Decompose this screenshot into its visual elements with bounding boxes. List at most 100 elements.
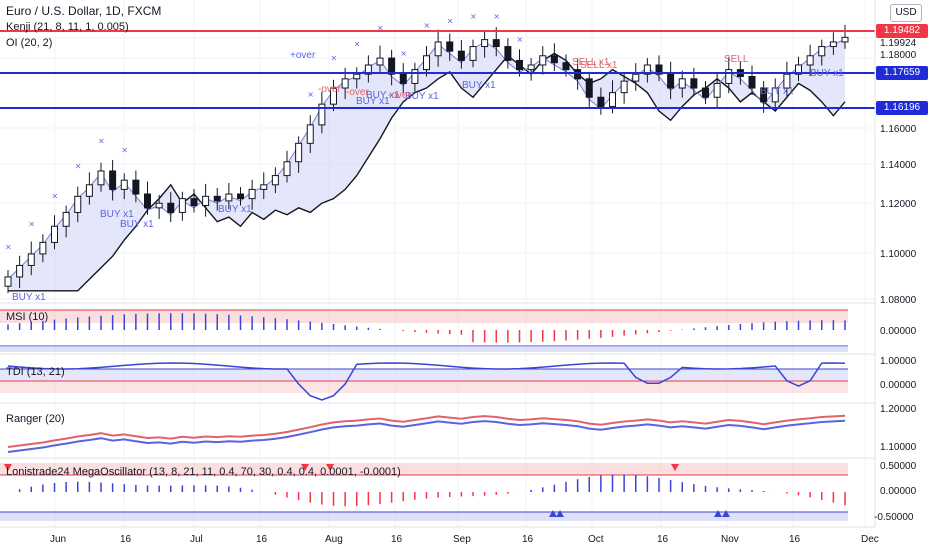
sell-annotation: SELL x1 — [580, 60, 618, 71]
currency-button[interactable]: USD — [890, 4, 922, 22]
candle-body — [62, 211, 70, 227]
msi-legend[interactable]: MSI (10) — [6, 311, 49, 323]
ranger-legend[interactable]: Ranger (20) — [6, 413, 65, 425]
msi-pane[interactable] — [0, 309, 848, 352]
candle-body — [353, 73, 361, 80]
candle-body — [829, 41, 837, 48]
buy-triangle — [714, 510, 722, 517]
buy-annotation: BUY x1 — [810, 68, 844, 79]
candle-body — [364, 64, 372, 75]
price-axis-label: 1.08000 — [880, 295, 917, 306]
candle-body — [632, 73, 640, 82]
msi-histogram — [7, 313, 846, 343]
sell-triangle — [671, 464, 679, 471]
grid-lines — [0, 0, 875, 527]
candle-body — [167, 202, 175, 213]
tdi-legend[interactable]: TDI (13, 21) — [6, 366, 65, 378]
x-marker: × — [354, 40, 361, 49]
sell-annotation: SELL — [724, 54, 749, 65]
tdi-upper-zone — [0, 369, 848, 381]
time-axis-label: 16 — [789, 534, 801, 545]
buy-annotation: +over — [290, 50, 316, 61]
mega-axis-label: -0.50000 — [874, 512, 914, 523]
candle-body — [283, 161, 291, 177]
candle-body — [178, 198, 186, 213]
time-axis-label: Nov — [721, 534, 739, 545]
candle-body — [74, 195, 82, 213]
price-tag-support-upper: 1.17659 — [876, 66, 928, 80]
tdi-axis-label: 1.00000 — [880, 356, 917, 367]
price-tag-support-lower: 1.16196 — [876, 101, 928, 115]
x-marker: × — [447, 17, 454, 26]
candle-body — [469, 46, 477, 61]
time-axis-label: Oct — [588, 534, 604, 545]
price-tag-resistance: 1.19482 — [876, 24, 928, 38]
sell-triangle — [4, 464, 12, 471]
mega-oscillator-pane[interactable] — [0, 463, 848, 521]
candle-body — [434, 41, 442, 57]
time-axis-label: 16 — [657, 534, 669, 545]
price-axis-label: 1.16000 — [880, 124, 917, 135]
mega-oscillator-legend[interactable]: Lonistrade24 MegaOscillator (13, 8, 21, … — [6, 466, 401, 478]
buy-annotation: BUY x1 — [120, 219, 154, 230]
candle-body — [120, 179, 128, 190]
tdi-line — [7, 362, 846, 401]
candle-body — [748, 76, 756, 89]
candle-body — [655, 64, 663, 75]
buy-annotation: -over — [318, 84, 341, 95]
candle-body — [213, 195, 221, 202]
candle-body — [97, 170, 105, 186]
mega-upper-zone — [0, 463, 848, 475]
candle-body — [783, 73, 791, 89]
candle-body — [806, 55, 814, 66]
ranger-lower-line — [7, 419, 846, 453]
buy-triangle — [722, 510, 730, 517]
candle-body — [643, 64, 651, 75]
candle-body — [4, 276, 12, 287]
x-marker: × — [470, 12, 477, 21]
ranger-pane[interactable] — [7, 414, 846, 453]
candle-body — [678, 78, 686, 89]
candle-body — [574, 69, 582, 80]
x-marker: × — [5, 242, 12, 251]
x-marker: × — [331, 53, 338, 62]
candle-body — [271, 175, 279, 186]
buy-triangle — [549, 510, 557, 517]
candle-body — [39, 241, 47, 255]
time-axis-label: Jun — [50, 534, 67, 545]
candle-body — [16, 264, 24, 278]
candle-body — [457, 50, 465, 61]
oi-legend[interactable]: OI (20, 2) — [6, 37, 53, 49]
candle-body — [550, 55, 558, 64]
candle-body — [423, 55, 430, 71]
price-axis-label: 1.18000 — [880, 50, 917, 61]
candle-body — [841, 36, 849, 43]
buy-annotation: BUY x1 — [462, 80, 496, 91]
candle-body — [295, 142, 303, 163]
buy-annotation: BUY x1 — [760, 86, 794, 97]
price-axis-label: 1.19924 — [880, 38, 917, 49]
sell-triangle — [326, 464, 334, 471]
candle-body — [225, 193, 233, 202]
x-marker: × — [493, 12, 500, 21]
mega-axis-label: 0.00000 — [880, 486, 917, 497]
candle-body — [109, 170, 117, 190]
buy-annotation: -over — [388, 90, 411, 101]
price-axis-label: 1.12000 — [880, 199, 917, 210]
msi-lower-zone — [0, 346, 848, 352]
time-axis-label: Dec — [861, 534, 879, 545]
candle-body — [399, 73, 407, 84]
candle-body — [504, 46, 512, 61]
candle-body — [760, 87, 768, 103]
candle-body — [144, 193, 151, 209]
candle-body — [713, 82, 721, 98]
tdi-pane[interactable] — [0, 362, 848, 401]
candle-body — [388, 57, 396, 75]
chart-title[interactable]: Euro / U.S. Dollar, 1D, FXCM — [6, 4, 162, 18]
candle-body — [620, 80, 628, 94]
kenji-legend[interactable]: Kenji (21, 8, 11, 1, 0.005) — [6, 21, 129, 33]
candle-body — [702, 87, 709, 98]
time-axis-label: 16 — [120, 534, 132, 545]
